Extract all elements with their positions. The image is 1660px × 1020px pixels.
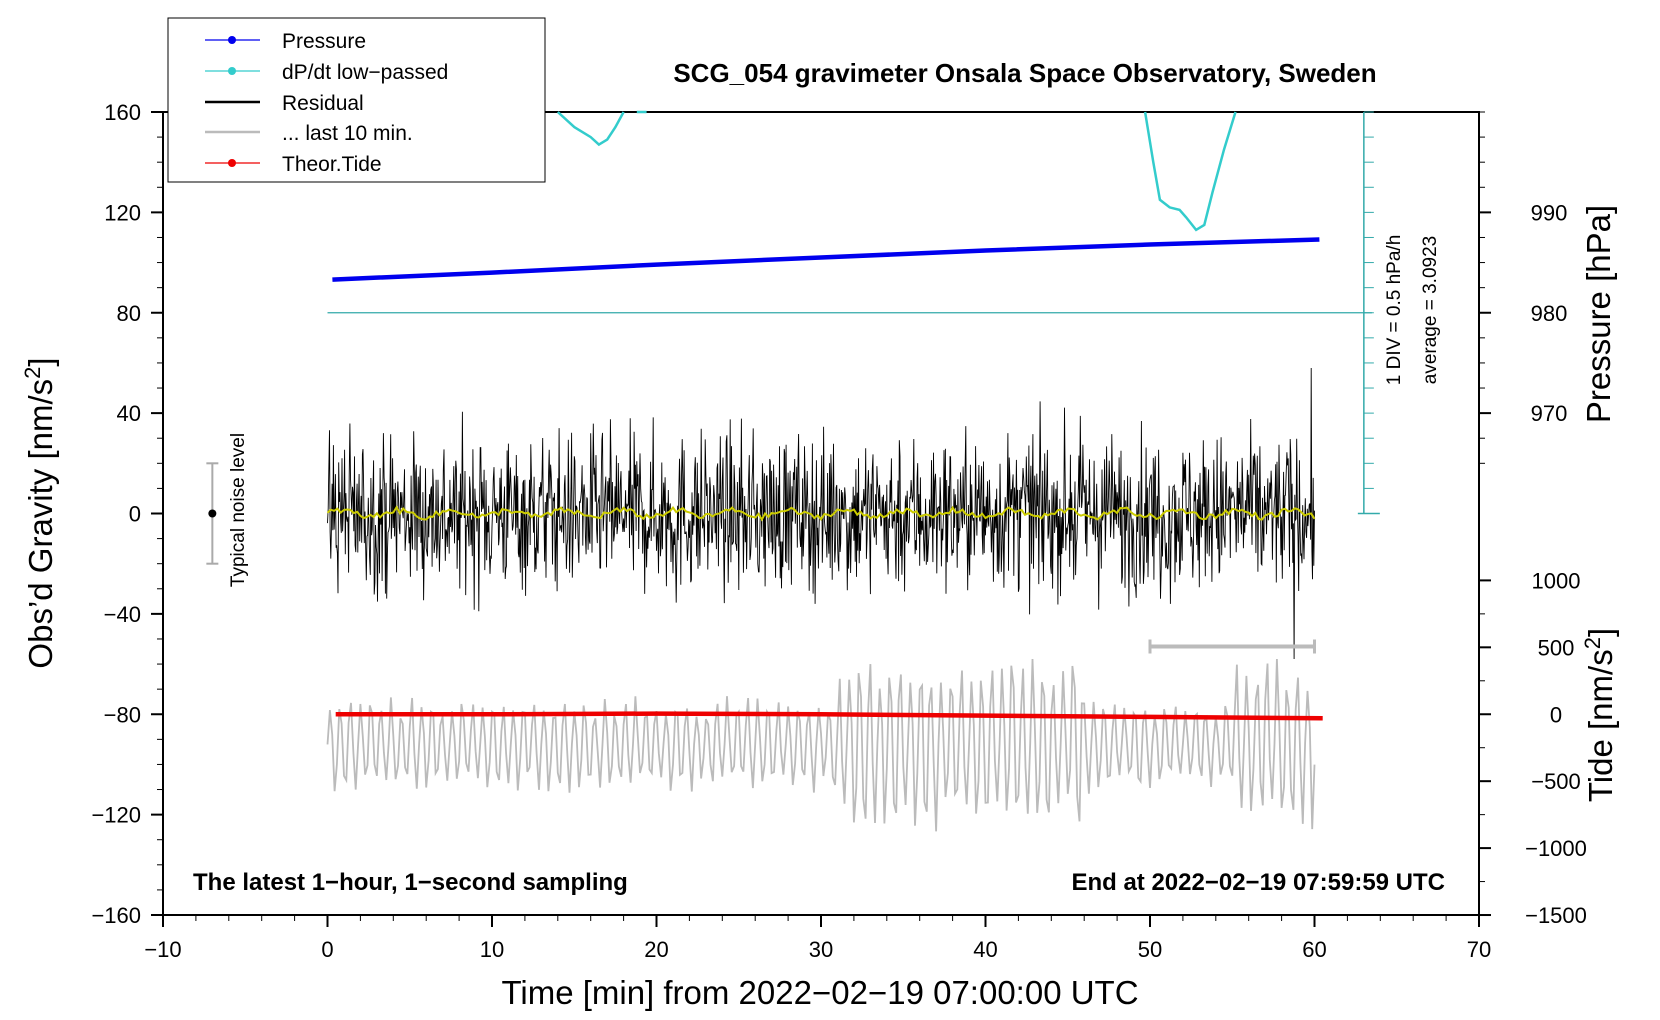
left-y-axis-ticks: 160 120 80 40 0 −40 −80 −120 −160: [91, 100, 163, 928]
tide-tick-label: −1500: [1525, 903, 1587, 928]
legend-box: [167, 17, 546, 183]
left-y-axis-label: Obs’d Gravity [nm/s2]: [20, 357, 60, 668]
x-tick-label: 20: [644, 937, 668, 962]
tide-axis-label: Tide [nm/s2]: [1580, 628, 1620, 802]
y-tick-label: −40: [104, 602, 141, 627]
tide-axis-label-end: ]: [1582, 628, 1619, 637]
legend-dot-0: [228, 36, 236, 44]
left-y-axis-label-sup: 2: [20, 367, 45, 379]
tide-tick-label: −1000: [1525, 836, 1587, 861]
legend-label-residual: Residual: [282, 92, 364, 115]
ten-minute-bar: [1148, 639, 1316, 654]
scale-avg-label: average = 3.0923: [1420, 236, 1441, 384]
pressure-tick-label: 990: [1531, 200, 1568, 225]
tide-axis-label-sup: 2: [1580, 637, 1605, 649]
tide-axis-label-main: Tide [nm/s: [1582, 649, 1619, 802]
legend-dot-1: [228, 67, 236, 75]
x-tick-label: 30: [809, 937, 833, 962]
pressure-line: [332, 237, 1320, 282]
x-tick-label: 10: [480, 937, 504, 962]
chart-title: SCG_054 gravimeter Onsala Space Observat…: [673, 58, 1376, 88]
pressure-axis-ticks: 990 980 970: [1479, 111, 1568, 464]
scale-div-label: 1 DIV = 0.5 hPa/h: [1384, 235, 1405, 386]
pressure-series: [332, 237, 1320, 282]
residual-line: [327, 367, 1315, 660]
tide-tick-label: 500: [1538, 635, 1575, 660]
tide-tick-label: 0: [1550, 702, 1562, 727]
tide-axis-ticks: 1000 500 0 −500 −1000 −1500: [1479, 568, 1587, 928]
left-y-axis-label-end: ]: [22, 357, 59, 366]
dpdt-line-segment: [556, 111, 625, 147]
x-tick-label: 50: [1138, 937, 1162, 962]
x-tick-label: 40: [973, 937, 997, 962]
y-tick-label: 0: [129, 502, 141, 527]
legend-label-pressure: Pressure: [282, 30, 366, 53]
y-tick-label: 40: [117, 401, 141, 426]
y-tick-label: −80: [104, 702, 141, 727]
noise-bar-dot: [208, 509, 217, 518]
legend-dot-4: [228, 159, 236, 167]
tide-tick-label: −500: [1531, 769, 1581, 794]
x-tick-label: 0: [321, 937, 333, 962]
y-tick-label: −120: [91, 803, 141, 828]
dpdt-line-segment: [1143, 111, 1237, 232]
x-tick-label: 70: [1467, 937, 1491, 962]
legend: Pressure dP/dt low−passed Residual ... l…: [167, 17, 546, 183]
dpdt-series: [556, 110, 1237, 232]
y-tick-label: 120: [104, 200, 141, 225]
tide-line: [335, 711, 1323, 721]
residual-smoothed-series: [326, 505, 1316, 522]
last-10-min-series: [326, 658, 1316, 832]
x-axis-ticks: −10 0 10 20 30 40 50 60 70: [144, 915, 1491, 962]
residual-smoothed-line: [326, 505, 1316, 522]
y-tick-label: 160: [104, 100, 141, 125]
last-10-min-line: [326, 658, 1316, 832]
tide-tick-label: 1000: [1532, 568, 1581, 593]
noise-level-bar: [206, 462, 219, 565]
pressure-tick-label: 980: [1531, 301, 1568, 326]
pressure-scale-bar: [327, 111, 1380, 515]
noise-level-label: Typical noise level: [228, 433, 249, 587]
pressure-axis-label: Pressure [hPa]: [1580, 205, 1617, 423]
y-tick-label: 80: [117, 301, 141, 326]
legend-label-last10: ... last 10 min.: [282, 122, 413, 145]
annotation-end-time: End at 2022−02−19 07:59:59 UTC: [1071, 869, 1445, 896]
legend-marks: [205, 36, 260, 167]
y-tick-label: −160: [91, 903, 141, 928]
pressure-tick-label: 970: [1531, 401, 1568, 426]
residual-series: [327, 367, 1315, 660]
legend-label-dpdt: dP/dt low−passed: [282, 61, 448, 84]
left-y-axis-label-main: Obs’d Gravity [nm/s: [22, 379, 59, 669]
x-tick-label: 60: [1302, 937, 1326, 962]
x-tick-label: −10: [144, 937, 181, 962]
theor-tide-series: [335, 711, 1323, 721]
legend-label-tide: Theor.Tide: [282, 153, 382, 176]
x-axis-label: Time [min] from 2022−02−19 07:00:00 UTC: [501, 974, 1138, 1011]
annotation-latest-hour: The latest 1−hour, 1−second sampling: [193, 869, 628, 896]
